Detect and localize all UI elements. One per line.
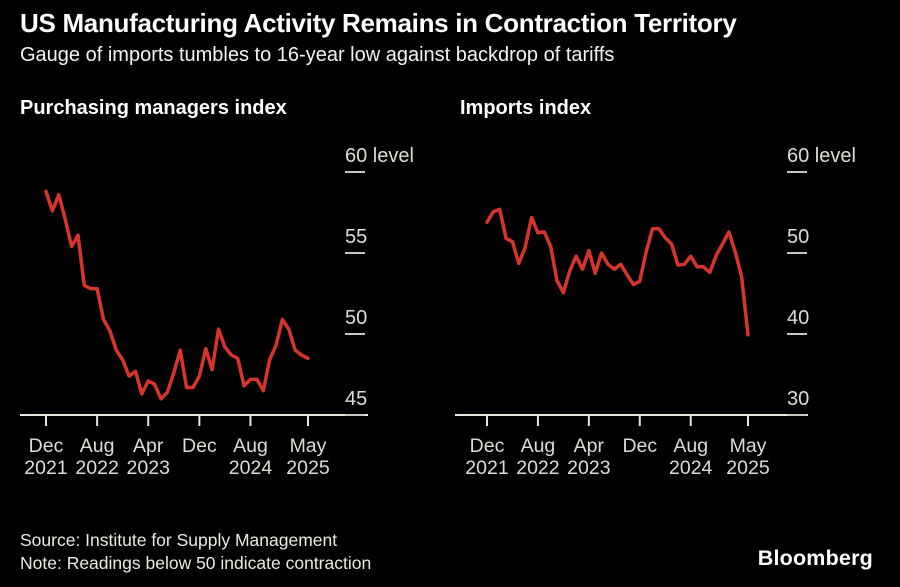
contraction-note: Note: Readings below 50 indicate contrac… [20, 553, 372, 573]
x-tick-year: 2024 [669, 457, 713, 479]
x-tick-month: Aug [673, 435, 708, 457]
x-tick-year: 2021 [24, 457, 67, 479]
y-tick-label: 45 [345, 388, 367, 410]
x-tick-year: 2022 [75, 457, 118, 479]
y-tick-label: 60 level [787, 145, 856, 167]
y-tick-label: 40 [787, 307, 809, 329]
panel-title-imports: Imports index [460, 97, 592, 119]
x-tick-year: 2025 [726, 457, 770, 479]
page-title: US Manufacturing Activity Remains in Con… [20, 8, 737, 38]
x-tick-month: Aug [521, 435, 556, 457]
x-tick-month: May [730, 435, 767, 457]
y-tick-label: 55 [345, 226, 367, 248]
y-tick-label: 60 level [345, 145, 414, 167]
x-tick-month: Dec [622, 435, 657, 457]
x-tick-month: Aug [233, 435, 268, 457]
x-tick-year: 2021 [465, 457, 508, 479]
x-tick-month: Aug [80, 435, 115, 457]
y-tick-label: 50 [787, 226, 809, 248]
x-tick-month: Apr [574, 435, 605, 457]
x-tick-year: 2023 [127, 457, 170, 479]
x-tick-month: Dec [29, 435, 64, 457]
x-tick-month: May [290, 435, 327, 457]
y-tick-label: 30 [787, 388, 809, 410]
source-note: Source: Institute for Supply Management [20, 530, 338, 550]
x-tick-month: Dec [470, 435, 505, 457]
x-tick-year: 2022 [516, 457, 559, 479]
bloomberg-logo: Bloomberg [757, 546, 873, 570]
x-tick-month: Dec [182, 435, 217, 457]
y-tick-label: 50 [345, 307, 367, 329]
data-line [44, 189, 310, 401]
x-tick-year: 2024 [229, 457, 273, 479]
footer: Source: Institute for Supply Management … [20, 529, 371, 575]
x-tick-year: 2023 [567, 457, 610, 479]
page-subtitle: Gauge of imports tumbles to 16-year low … [20, 44, 615, 66]
x-tick-month: Apr [133, 435, 164, 457]
x-tick-year: 2025 [286, 457, 330, 479]
data-line [485, 207, 750, 337]
panel-title-pmi: Purchasing managers index [20, 97, 287, 119]
